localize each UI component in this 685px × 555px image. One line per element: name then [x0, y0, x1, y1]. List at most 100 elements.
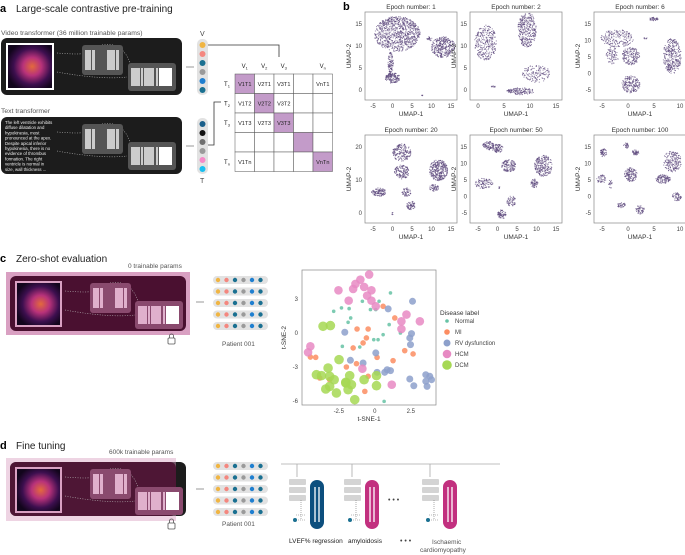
- umap-point: [441, 169, 443, 171]
- umap-point: [500, 146, 502, 149]
- umap-point: [380, 189, 382, 192]
- umap-point: [534, 37, 536, 40]
- umap-point: [621, 40, 623, 43]
- umap-point: [396, 75, 399, 77]
- umap-point: [626, 48, 628, 50]
- umap-point: [431, 48, 433, 51]
- umap-point: [636, 49, 638, 51]
- umap-point: [394, 170, 396, 173]
- umap-point: [478, 53, 480, 56]
- x-tick-label: 5: [502, 104, 506, 110]
- umap-point: [613, 32, 615, 34]
- umap-point: [403, 156, 406, 158]
- umap-point: [628, 55, 630, 57]
- umap-point: [483, 37, 485, 39]
- umap-point: [409, 152, 411, 154]
- umap-point: [443, 165, 445, 167]
- umap-point: [397, 19, 399, 21]
- umap-point: [628, 48, 630, 50]
- umap-point: [530, 92, 532, 94]
- umap-point: [410, 31, 412, 33]
- umap-point: [398, 49, 400, 51]
- umap-point: [442, 169, 445, 171]
- umap-point: [632, 63, 634, 65]
- umap-point: [445, 36, 447, 38]
- umap-point: [669, 57, 671, 59]
- umap-point: [495, 151, 497, 153]
- umap-point: [532, 38, 534, 41]
- umap-point: [669, 41, 671, 43]
- umap-point: [438, 162, 440, 164]
- umap-point: [437, 50, 439, 52]
- umap-point: [407, 41, 409, 43]
- umap-point: [539, 72, 541, 74]
- umap-point: [634, 76, 636, 78]
- umap-point: [622, 35, 624, 38]
- umap-point: [386, 22, 388, 24]
- umap-point: [391, 40, 393, 42]
- umap-point: [491, 34, 493, 36]
- umap-point: [532, 71, 534, 73]
- umap-point: [654, 18, 656, 20]
- umap-point: [404, 40, 406, 42]
- x-tick-label: 10: [527, 104, 534, 110]
- umap-point: [491, 47, 494, 49]
- umap-point: [622, 34, 624, 36]
- umap-point: [524, 15, 527, 17]
- umap-point: [668, 44, 671, 47]
- panel-b: b Epoch number: 1-5 0 5 10 15151050UMAP-1UMA…: [343, 1, 685, 241]
- umap-point: [389, 61, 391, 63]
- umap-point: [409, 208, 411, 210]
- umap-point: [391, 44, 393, 46]
- matrix-cell: [312, 112, 333, 133]
- umap-point: [668, 69, 670, 71]
- umap-point: [407, 42, 409, 44]
- umap-point: [613, 36, 615, 38]
- umap-point: [399, 28, 401, 30]
- umap-point: [409, 39, 411, 41]
- umap-point: [382, 21, 384, 23]
- umap-point: [399, 19, 401, 21]
- umap-point: [405, 26, 407, 29]
- umap-point: [627, 33, 630, 35]
- umap-point: [525, 31, 527, 33]
- umap-point: [638, 56, 640, 58]
- umap-point: [403, 21, 405, 24]
- umap-point: [677, 49, 679, 52]
- umap-point: [385, 25, 387, 28]
- umap-point: [392, 79, 395, 81]
- umap-point: [432, 173, 434, 176]
- umap-point: [608, 43, 610, 46]
- umap-point: [541, 77, 543, 79]
- umap-point: [390, 39, 392, 41]
- umap-point: [404, 151, 406, 154]
- umap-point: [403, 150, 405, 152]
- umap-point: [663, 53, 666, 55]
- umap-point: [663, 55, 666, 57]
- umap-point: [677, 65, 679, 67]
- umap-point: [624, 48, 626, 50]
- umap-point: [491, 41, 493, 43]
- umap-point: [482, 56, 484, 58]
- umap-point: [623, 89, 625, 91]
- umap-point: [438, 39, 440, 41]
- umap-point: [412, 37, 414, 40]
- umap-point: [487, 147, 489, 149]
- umap-point: [664, 56, 666, 59]
- umap-point: [526, 92, 528, 94]
- umap-point: [432, 166, 434, 169]
- umap-point: [492, 31, 494, 33]
- umap-point: [432, 41, 434, 43]
- umap-point: [477, 40, 479, 42]
- umap-point: [487, 49, 489, 51]
- umap-point: [487, 25, 489, 27]
- umap-point: [623, 49, 625, 51]
- umap-point: [391, 213, 393, 215]
- umap-point: [390, 34, 392, 37]
- umap-point: [394, 43, 396, 45]
- umap-point: [638, 83, 640, 85]
- umap-point: [624, 36, 626, 38]
- matrix-cell-label: V3T2: [277, 102, 290, 108]
- umap-point: [390, 76, 392, 78]
- umap-point: [489, 32, 491, 34]
